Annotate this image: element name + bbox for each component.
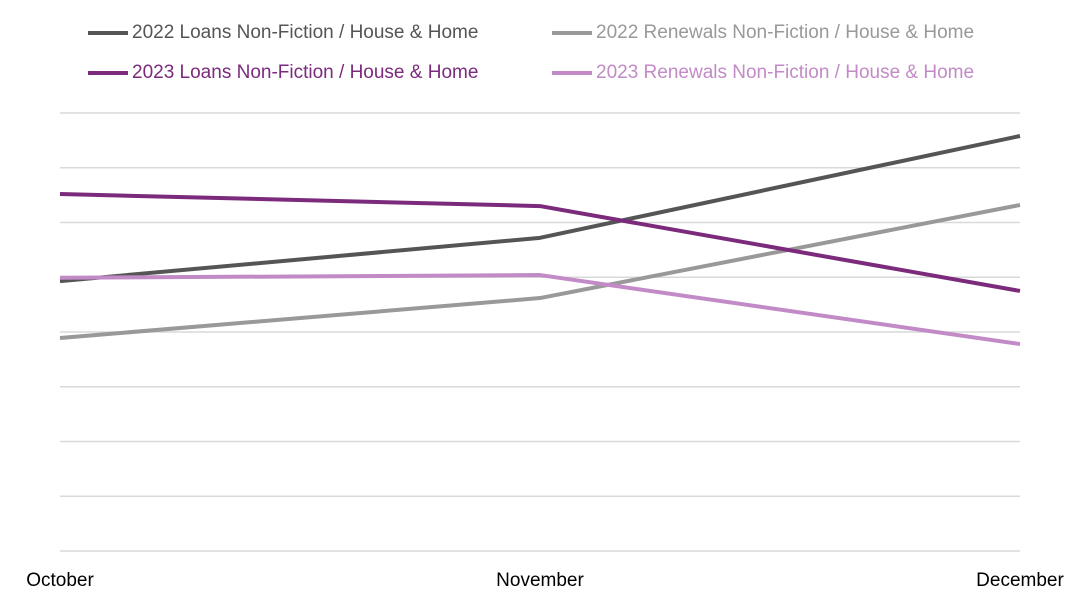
series-line (59, 273, 1021, 347)
x-tick-label: November (496, 570, 584, 591)
series-line (59, 192, 1021, 293)
x-tick-label: December (976, 570, 1064, 591)
x-tick-label: October (26, 570, 94, 591)
legend-label: 2023 Loans Non-Fiction / House & Home (132, 62, 478, 83)
legend-label: 2023 Renewals Non-Fiction / House & Home (596, 62, 974, 83)
series-line (59, 203, 1021, 341)
legend-label: 2022 Loans Non-Fiction / House & Home (132, 22, 478, 43)
legend-label: 2022 Renewals Non-Fiction / House & Home (596, 22, 974, 43)
series-line (59, 134, 1021, 284)
